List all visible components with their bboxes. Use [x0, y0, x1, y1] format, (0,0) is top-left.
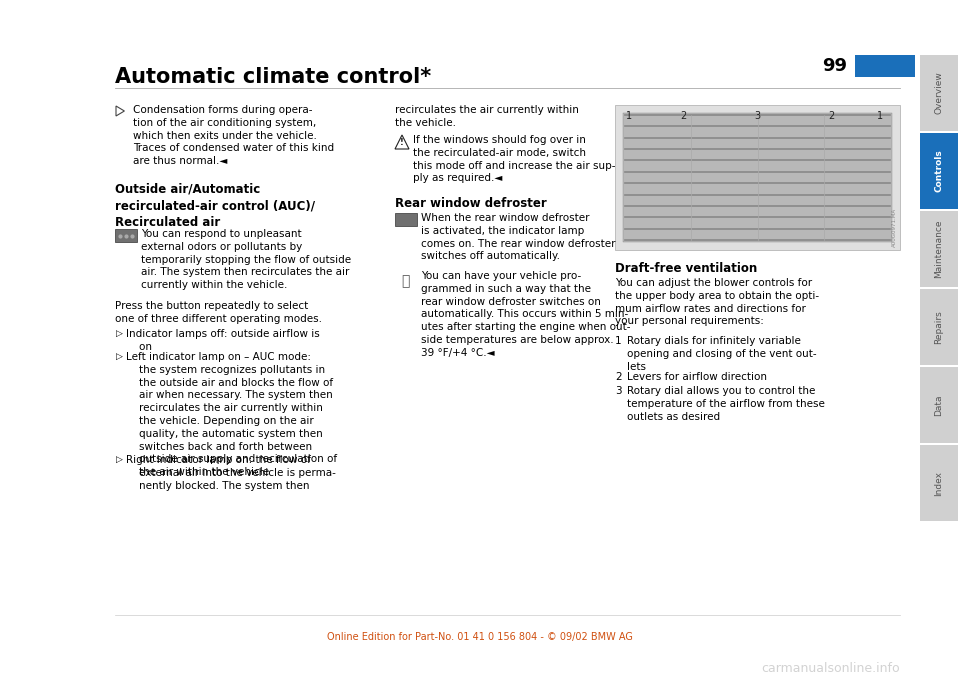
Text: 1: 1	[877, 111, 883, 121]
Text: Indicator lamps off: outside airflow is
    on: Indicator lamps off: outside airflow is …	[126, 329, 320, 352]
Bar	[920, 445, 958, 521]
Text: ⛹: ⛹	[401, 274, 409, 288]
Text: Outside air/Automatic
recirculated-air control (AUC)/
Recirculated air: Outside air/Automatic recirculated-air c…	[115, 183, 315, 229]
Text: ▷: ▷	[116, 352, 123, 361]
Text: You can adjust the blower controls for
the upper body area to obtain the opti-
m: You can adjust the blower controls for t…	[615, 278, 819, 326]
Text: Controls: Controls	[934, 150, 944, 193]
Text: Rotary dial allows you to control the
temperature of the airflow from these
outl: Rotary dial allows you to control the te…	[627, 386, 825, 422]
Text: carmanualsonline.info: carmanualsonline.info	[761, 662, 900, 675]
Text: Index: Index	[934, 471, 944, 496]
Bar	[920, 211, 958, 287]
Text: 3: 3	[755, 111, 760, 121]
Bar	[920, 367, 958, 443]
Bar	[920, 55, 958, 131]
Text: 1: 1	[615, 336, 622, 346]
Bar	[920, 133, 958, 209]
Text: ▷: ▷	[116, 329, 123, 338]
Text: Draft-free ventilation: Draft-free ventilation	[615, 262, 757, 275]
Text: Rear window defroster: Rear window defroster	[395, 197, 547, 210]
Bar	[623, 113, 892, 242]
Text: Maintenance: Maintenance	[934, 220, 944, 278]
Text: 3: 3	[615, 386, 622, 396]
Bar	[855, 55, 915, 77]
Text: Left indicator lamp on – AUC mode:
    the system recognizes pollutants in
    t: Left indicator lamp on – AUC mode: the s…	[126, 352, 337, 477]
Text: 2: 2	[615, 372, 622, 382]
Text: Online Edition for Part-No. 01 41 0 156 804 - © 09/02 BMW AG: Online Edition for Part-No. 01 41 0 156 …	[327, 632, 633, 642]
Bar	[395, 213, 417, 226]
Text: If the windows should fog over in
the recirculated-air mode, switch
this mode of: If the windows should fog over in the re…	[413, 135, 615, 184]
Text: ▷: ▷	[116, 455, 123, 464]
Bar	[395, 271, 415, 291]
Text: Repairs: Repairs	[934, 310, 944, 344]
Text: Overview: Overview	[934, 72, 944, 115]
Text: You can respond to unpleasant
external odors or pollutants by
temporarily stoppi: You can respond to unpleasant external o…	[141, 229, 351, 290]
Bar	[115, 229, 137, 242]
Text: Press the button repeatedly to select
one of three different operating modes.: Press the button repeatedly to select on…	[115, 301, 322, 324]
Text: 1: 1	[626, 111, 633, 121]
Bar	[920, 289, 958, 365]
Text: !: !	[400, 138, 404, 147]
Text: Automatic climate control*: Automatic climate control*	[115, 67, 431, 87]
Text: Levers for airflow direction: Levers for airflow direction	[627, 372, 767, 382]
Bar	[615, 105, 900, 250]
Text: You can have your vehicle pro-
grammed in such a way that the
rear window defros: You can have your vehicle pro- grammed i…	[421, 271, 631, 358]
Text: Data: Data	[934, 394, 944, 416]
Text: 99: 99	[822, 57, 847, 75]
Text: Right indicator lamp on: the flow of
    external air into the vehicle is perma-: Right indicator lamp on: the flow of ext…	[126, 455, 336, 491]
Text: When the rear window defroster
is activated, the indicator lamp
comes on. The re: When the rear window defroster is activa…	[421, 213, 615, 262]
Text: Rotary dials for infinitely variable
opening and closing of the vent out-
lets: Rotary dials for infinitely variable ope…	[627, 336, 817, 372]
Text: 2: 2	[681, 111, 686, 121]
Text: 2: 2	[828, 111, 835, 121]
Text: Condensation forms during opera-
tion of the air conditioning system,
which then: Condensation forms during opera- tion of…	[133, 105, 334, 166]
Text: recirculates the air currently within
the vehicle.: recirculates the air currently within th…	[395, 105, 579, 127]
Text: A00G0971.MA: A00G0971.MA	[892, 208, 897, 247]
